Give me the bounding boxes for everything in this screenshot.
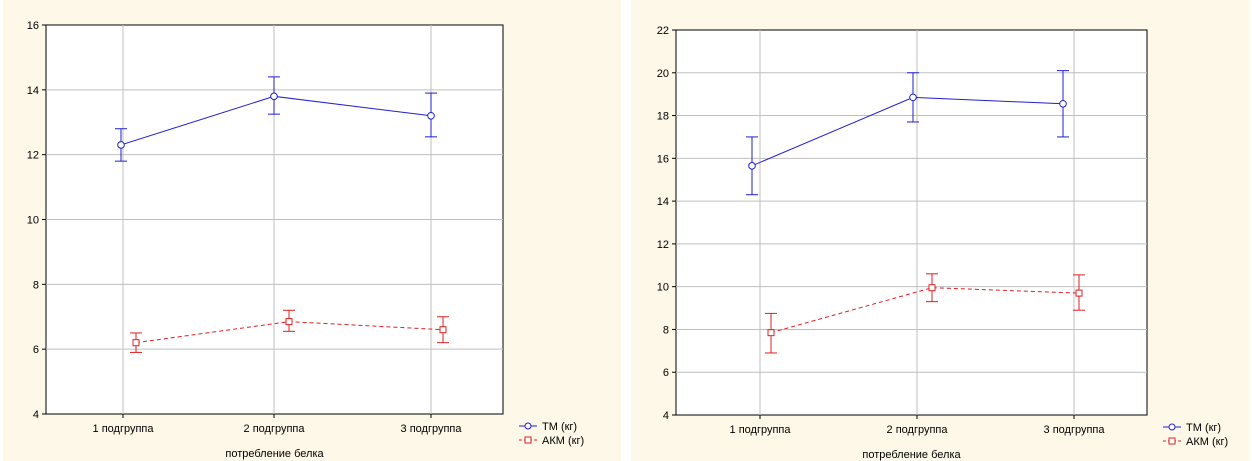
legend-label: АКМ (кг): [1186, 436, 1228, 448]
y-tick-label: 12: [27, 150, 39, 162]
x-tick-label: 2 подгруппа: [887, 424, 949, 436]
y-tick-label: 4: [663, 410, 669, 422]
y-tick-label: 6: [663, 367, 669, 379]
chart-svg: 4 6 8 10 12 14 16 18 20 22 1 подгруппа 2 подгруппа 3…: [631, 0, 1249, 461]
y-tick-label: 18: [657, 111, 669, 123]
data-point: [928, 284, 936, 292]
x-axis-title: потребление белка: [862, 449, 961, 461]
y-tick-label: 12: [657, 239, 669, 251]
data-point: [427, 111, 435, 120]
y-tick-label: 14: [27, 85, 39, 97]
x-tick-label: 3 подгруппа: [1044, 424, 1106, 436]
data-point: [439, 326, 447, 334]
legend-marker: [524, 422, 532, 430]
plot-area: [675, 29, 1148, 416]
y-tick-label: 8: [663, 324, 669, 336]
legend-marker: [1168, 423, 1176, 431]
y-tick-label: 16: [27, 20, 39, 32]
x-tick-label: 2 подгруппа: [244, 423, 306, 435]
y-tick-label: 8: [33, 279, 39, 291]
x-tick-label: 1 подгруппа: [93, 423, 155, 435]
y-tick-label: 16: [657, 153, 669, 165]
y-tick-label: 6: [33, 344, 39, 356]
data-point: [767, 329, 775, 337]
data-point: [132, 339, 140, 347]
x-axis-title: потребление белка: [225, 448, 324, 460]
x-tick-label: 3 подгруппа: [401, 423, 463, 435]
data-point: [748, 162, 756, 170]
legend-marker: [1168, 437, 1176, 445]
y-tick-label: 10: [657, 282, 669, 294]
y-tick-label: 14: [657, 196, 669, 208]
data-point: [270, 92, 278, 101]
y-tick-label: 4: [33, 409, 39, 421]
legend-label: ТМ (кг): [542, 421, 577, 433]
chart-svg: 4 6 8 10 12 14 16 1 подгруппа 2 подгруппа 3 подгр…: [3, 0, 621, 461]
x-tick-label: 1 подгруппа: [730, 424, 792, 436]
legend-marker: [524, 436, 532, 444]
y-tick-label: 10: [27, 215, 39, 227]
data-point: [117, 141, 125, 149]
legend-label: АКМ (кг): [542, 435, 584, 447]
data-point: [285, 318, 293, 326]
y-tick-label: 20: [657, 68, 669, 80]
data-point: [909, 93, 917, 102]
legend-label: ТМ (кг): [1186, 422, 1221, 434]
chart-panel-right: 4 6 8 10 12 14 16 18 20 22 1 подгруппа 2 подгруппа 3…: [631, 0, 1249, 461]
y-tick-label: 22: [657, 25, 669, 37]
data-point: [1059, 99, 1067, 108]
data-point: [1075, 289, 1083, 297]
chart-panel-left: 4 6 8 10 12 14 16 1 подгруппа 2 подгруппа 3 подгр…: [3, 0, 621, 461]
